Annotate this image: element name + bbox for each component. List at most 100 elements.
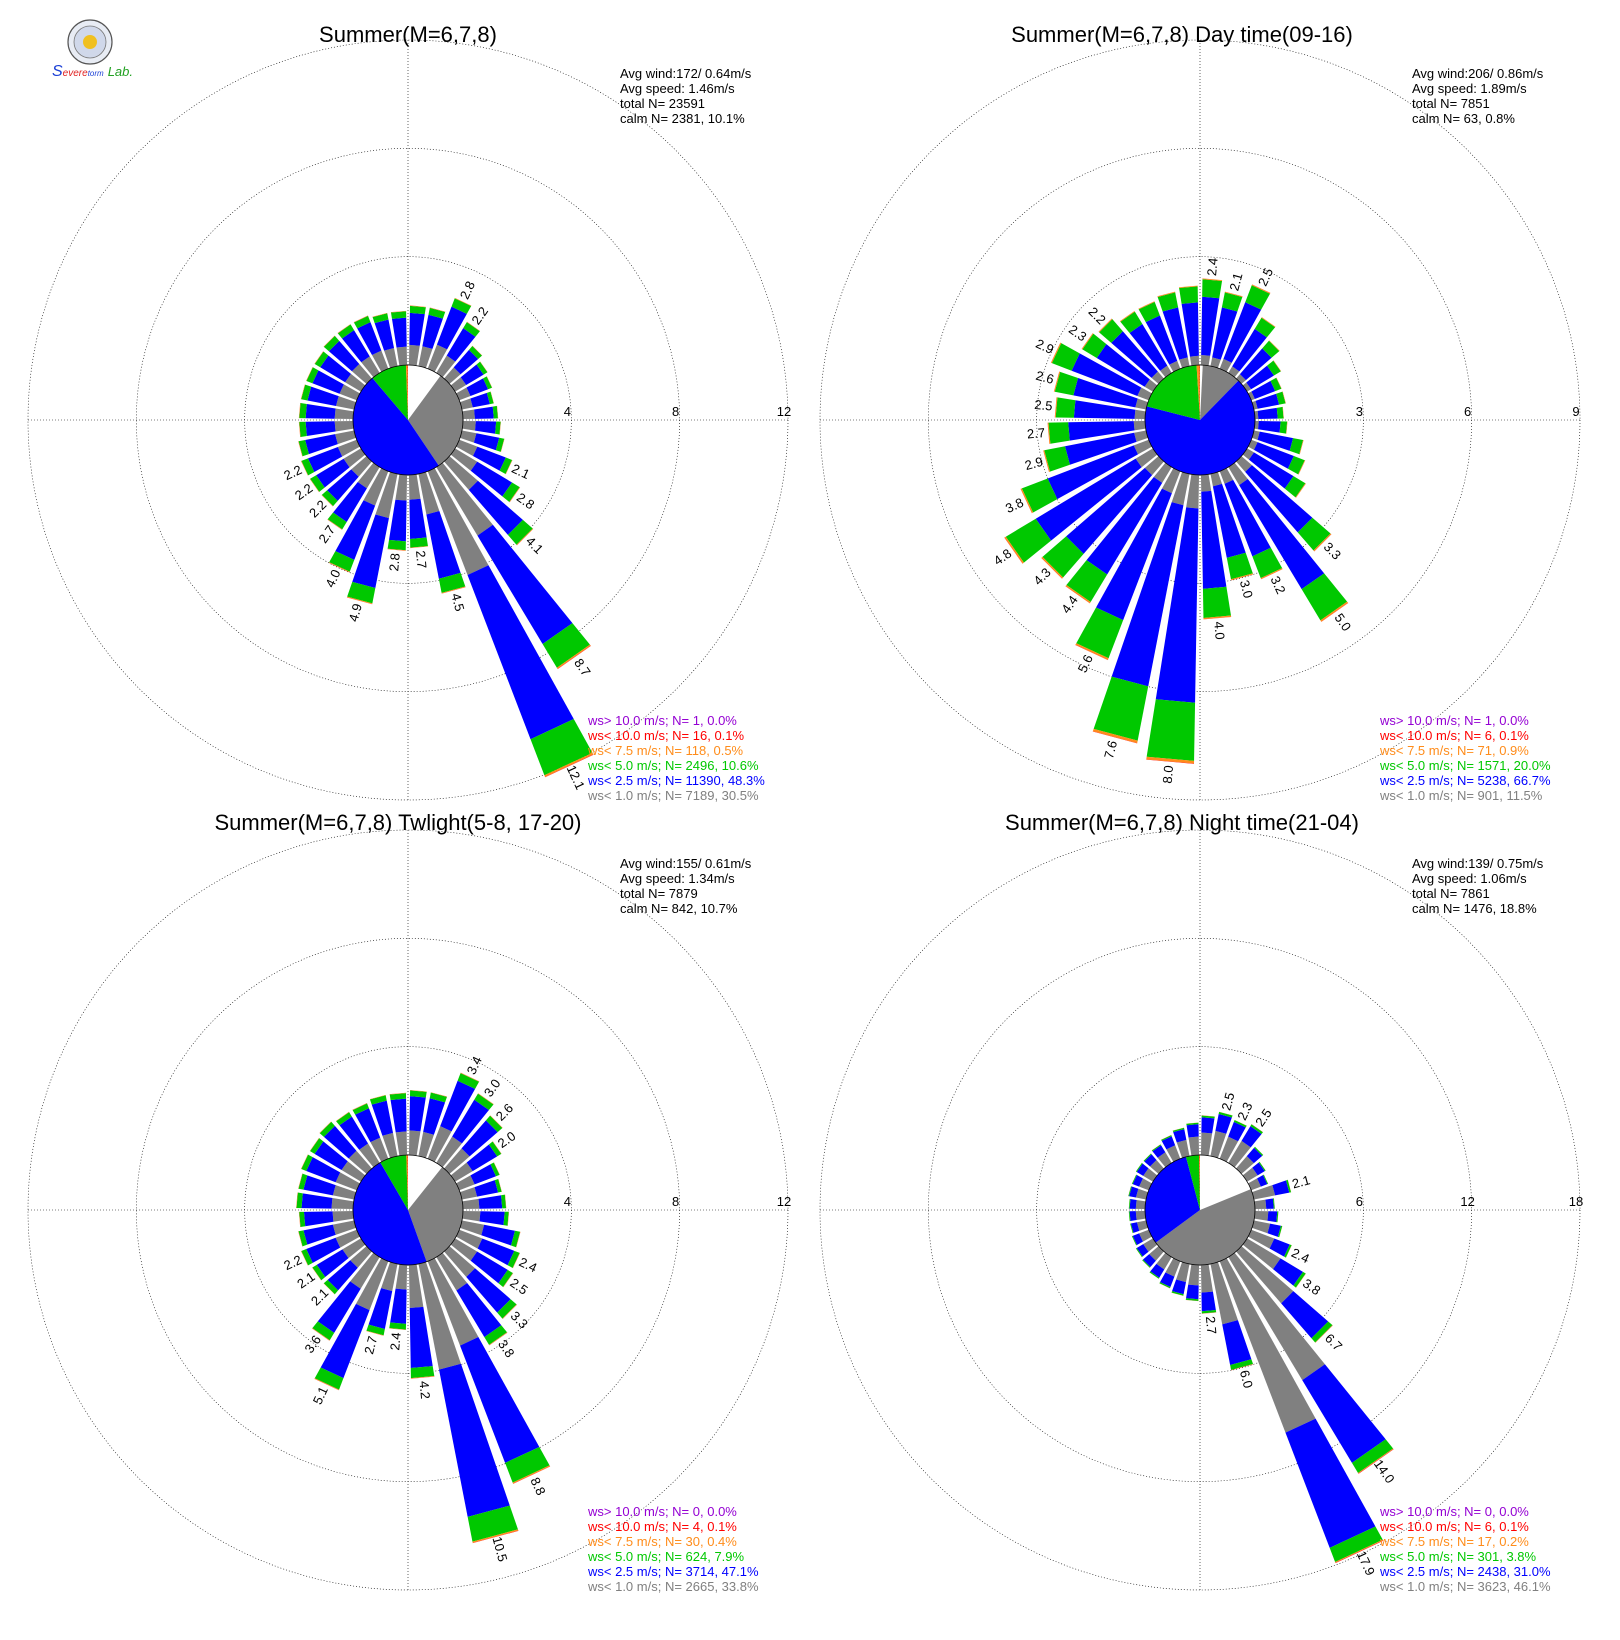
- sector-bar-segment: [512, 1465, 551, 1484]
- sector-bar-segment: [1261, 317, 1276, 327]
- sector-bar-segment: [298, 1231, 303, 1247]
- sector-bar-segment: [409, 305, 426, 315]
- sector-bar-segment: [320, 1303, 370, 1379]
- sector-bar-segment: [409, 1096, 426, 1132]
- range-ring-label: 9: [1572, 404, 1579, 419]
- sector-bar-segment: [1073, 377, 1138, 408]
- sector-bar-segment: [1044, 446, 1070, 472]
- sector-bar-segment: [1245, 285, 1270, 310]
- sector-bar-segment: [511, 1230, 521, 1248]
- sector-percent-label: 4.0: [322, 567, 343, 590]
- sector-percent-label: 3.8: [1003, 495, 1026, 516]
- sector-bar-segment: [366, 1324, 385, 1336]
- sector-percent-label: 2.2: [281, 462, 304, 483]
- sector-bar-segment: [329, 551, 355, 572]
- legend-value: 0, 0.0%: [689, 1504, 737, 1519]
- sector-bar-segment: [409, 1090, 427, 1098]
- sector-bar-segment: [350, 1246, 372, 1268]
- legend-value: 1, 0.0%: [689, 713, 737, 728]
- stats-line: Avg speed: 1.34m/s: [620, 871, 735, 886]
- sector-bar-segment: [1282, 391, 1286, 404]
- sector-bar-segment: [490, 1162, 500, 1177]
- sector-bar-segment: [512, 1252, 520, 1269]
- sector-bar-segment: [1166, 1145, 1181, 1162]
- sector-bar-segment: [470, 392, 490, 408]
- sector-bar-segment: [335, 1111, 350, 1122]
- sector-bar-segment: [1224, 291, 1243, 297]
- sector-bar-segment: [371, 350, 389, 372]
- sector-bar-segment: [327, 512, 347, 530]
- sector-bar-segment: [1066, 560, 1108, 602]
- sector-bar-segment: [502, 1304, 517, 1319]
- sector-bar-segment: [1159, 1283, 1170, 1289]
- sector-percent-label: 2.7: [361, 1334, 380, 1355]
- sector-bar-segment: [370, 1137, 389, 1162]
- sector-bar-segment: [351, 456, 372, 477]
- sector-bar-segment: [427, 344, 448, 372]
- sector-bar-segment: [1055, 397, 1076, 418]
- sector-bar-segment: [1248, 1178, 1261, 1191]
- sector-bar-segment: [1270, 377, 1282, 392]
- sector-percent-label: 2.5: [1255, 266, 1276, 289]
- sector-bar-segment: [1076, 607, 1124, 659]
- sector-percent-label: 3.0: [481, 1076, 504, 1099]
- stats-line: Avg wind:139/ 0.75m/s: [1412, 856, 1544, 871]
- legend-entry: ws< 7.5 m/s; N= 71, 0.9%: [1379, 743, 1529, 758]
- sector-bar-segment: [347, 581, 376, 604]
- sector-bar-segment: [1149, 1272, 1159, 1279]
- sector-bar-segment: [1261, 317, 1276, 328]
- wind-rose-4: Summer(M=6,7,8) Night time(21-04) 6 12 18 2.…: [819, 810, 1583, 1594]
- sector-bar-segment: [1201, 1115, 1215, 1119]
- calm-pie-slice: [1145, 1156, 1200, 1243]
- calm-pie-slice: [1200, 365, 1203, 420]
- stats-line: Avg wind:206/ 0.86m/s: [1412, 66, 1544, 81]
- stats-line: calm N= 63, 0.8%: [1412, 111, 1515, 126]
- sector-bar-segment: [1186, 1122, 1199, 1124]
- legend-entry: ws< 1.0 m/s; N= 3623, 46.1%: [1379, 1579, 1551, 1594]
- sector-bar-segment: [456, 387, 471, 401]
- sector-bar-segment: [345, 373, 366, 392]
- sector-bar-segment: [1020, 488, 1034, 514]
- legend-label: ws< 1.0 m/s; N=: [587, 788, 682, 803]
- sector-bar-segment: [1282, 391, 1286, 404]
- sector-percent-label: 2.5: [1218, 1091, 1237, 1112]
- sector-bar-segment: [507, 1211, 509, 1226]
- sector-bar-segment: [478, 1093, 494, 1105]
- range-ring-label: 6: [1356, 1194, 1363, 1209]
- legend-value: 11390, 48.3%: [682, 773, 765, 788]
- sector-bar-segment: [334, 420, 354, 432]
- legend-entry: ws< 2.5 m/s; N= 11390, 48.3%: [587, 773, 765, 788]
- sector-bar-segment: [296, 1192, 298, 1209]
- sector-bar-segment: [1260, 568, 1283, 580]
- sector-bar-segment: [1186, 474, 1200, 509]
- sector-bar-segment: [1128, 1186, 1132, 1197]
- sector-bar-segment: [1239, 348, 1272, 381]
- sector-percent-label: 6.7: [1322, 1330, 1345, 1353]
- logo-text: Severetorm Lab.: [52, 63, 133, 80]
- sector-bar-segment: [1252, 284, 1271, 294]
- legend-label: ws> 10.0 m/s; N=: [1379, 713, 1481, 728]
- stats-line: calm N= 2381, 10.1%: [620, 111, 745, 126]
- legend-entry: ws> 10.0 m/s; N= 0, 0.0%: [587, 1504, 737, 1519]
- sector-bar-segment: [1287, 1179, 1292, 1193]
- legend-entry: ws< 5.0 m/s; N= 1571, 20.0%: [1379, 758, 1551, 773]
- sector-bar-segment: [301, 1154, 308, 1169]
- sector-bar-segment: [1129, 324, 1168, 371]
- sector-bar-segment: [391, 317, 407, 348]
- sector-bar-segment: [1268, 340, 1280, 352]
- sector-bar-segment: [332, 1220, 356, 1235]
- sector-bar-segment: [1119, 311, 1135, 322]
- sector-bar-segment: [542, 623, 590, 668]
- sector-bar-segment: [557, 645, 591, 670]
- logo-part-s: S: [52, 63, 63, 80]
- sector-bar-segment: [1176, 1139, 1190, 1158]
- sector-bar-segment: [1131, 1236, 1137, 1246]
- sector-bar-segment: [395, 1131, 408, 1156]
- sector-percent-label: 4.3: [1030, 565, 1053, 588]
- sector-bar-segment: [1138, 301, 1160, 323]
- sector-bar-segment: [1201, 490, 1227, 589]
- range-ring-label: 12: [777, 1194, 791, 1209]
- sector-bar-segment: [474, 1093, 494, 1111]
- sector-bar-segment: [450, 448, 478, 471]
- sector-bar-segment: [1250, 1124, 1263, 1134]
